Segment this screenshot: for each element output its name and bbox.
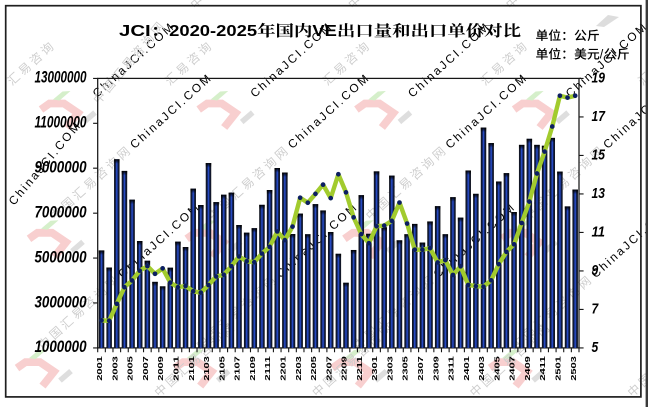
- svg-text:2201: 2201: [278, 355, 287, 381]
- svg-text:9: 9: [592, 263, 599, 279]
- svg-text:2211: 2211: [355, 355, 364, 381]
- svg-text:2005: 2005: [126, 355, 135, 381]
- svg-text:2001: 2001: [95, 355, 104, 381]
- svg-text:2205: 2205: [309, 355, 318, 381]
- svg-text:2501: 2501: [554, 355, 563, 381]
- svg-text:2405: 2405: [492, 355, 501, 381]
- svg-text:9000000: 9000000: [35, 159, 87, 177]
- svg-text:2307: 2307: [416, 356, 425, 381]
- svg-text:2407: 2407: [508, 356, 517, 381]
- svg-text:2409: 2409: [523, 356, 532, 381]
- svg-text:1000000: 1000000: [35, 338, 87, 356]
- svg-text:15: 15: [592, 147, 606, 163]
- svg-text:2401: 2401: [462, 355, 471, 381]
- svg-text:2311: 2311: [447, 355, 456, 381]
- svg-text:2101: 2101: [187, 355, 196, 381]
- svg-text:2103: 2103: [202, 356, 211, 381]
- svg-text:2003: 2003: [110, 356, 119, 381]
- svg-text:2305: 2305: [401, 355, 410, 381]
- svg-text:2301: 2301: [370, 355, 379, 381]
- svg-text:13000000: 13000000: [35, 69, 87, 87]
- svg-text:5000000: 5000000: [35, 248, 87, 266]
- svg-text:2503: 2503: [569, 356, 578, 381]
- svg-text:2105: 2105: [217, 355, 226, 381]
- svg-text:2403: 2403: [477, 356, 486, 381]
- svg-text:11000000: 11000000: [35, 114, 87, 132]
- svg-text:7: 7: [592, 301, 600, 317]
- svg-text:/: /: [600, 48, 604, 62]
- svg-text:2009: 2009: [156, 356, 165, 381]
- svg-text:3000000: 3000000: [35, 293, 87, 311]
- svg-text:19: 19: [592, 70, 605, 86]
- svg-text:2303: 2303: [385, 356, 394, 381]
- svg-text:2309: 2309: [431, 356, 440, 381]
- svg-text:VE: VE: [312, 23, 337, 40]
- svg-text:2203: 2203: [294, 356, 303, 381]
- svg-text:7000000: 7000000: [35, 203, 87, 221]
- svg-text:2111: 2111: [263, 355, 272, 381]
- svg-text:2011: 2011: [172, 355, 181, 381]
- svg-text:JCI: JCI: [119, 23, 151, 40]
- svg-text:2411: 2411: [538, 355, 547, 381]
- svg-text:2109: 2109: [248, 356, 257, 381]
- svg-text:17: 17: [592, 109, 606, 125]
- svg-text:2007: 2007: [141, 356, 150, 381]
- svg-text:5: 5: [592, 340, 600, 356]
- svg-text:2107: 2107: [233, 356, 242, 381]
- svg-text:2207: 2207: [324, 356, 333, 381]
- svg-text:11: 11: [592, 224, 605, 240]
- svg-text:2209: 2209: [340, 356, 349, 381]
- svg-text:13: 13: [592, 186, 605, 202]
- svg-text:2020-2025: 2020-2025: [169, 23, 257, 40]
